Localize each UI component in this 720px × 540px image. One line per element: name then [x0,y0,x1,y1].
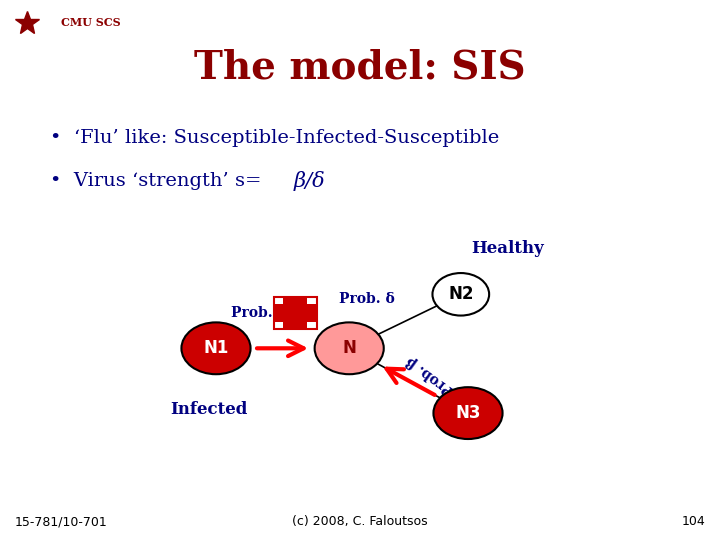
Bar [274,297,317,329]
Text: N2: N2 [448,285,474,303]
Text: •  ‘Flu’ like: Susceptible-Infected-Susceptible: • ‘Flu’ like: Susceptible-Infected-Susce… [50,129,500,147]
Circle shape [315,322,384,374]
Text: N3: N3 [455,404,481,422]
Text: Prob. β: Prob. β [231,306,287,320]
Text: N: N [342,339,356,357]
Circle shape [181,322,251,374]
Circle shape [433,273,489,315]
Text: β/δ: β/δ [294,171,325,191]
Text: •  Virus ‘strength’ s=: • Virus ‘strength’ s= [50,172,268,190]
Text: CMU SCS: CMU SCS [61,17,121,28]
Circle shape [433,387,503,439]
Text: (c) 2008, C. Faloutsos: (c) 2008, C. Faloutsos [292,515,428,528]
Text: N1: N1 [203,339,229,357]
Text: The model: SIS: The model: SIS [194,49,526,86]
Text: Prob. β: Prob. β [403,353,457,397]
Text: Infected: Infected [170,401,248,418]
Text: 15-781/10-701: 15-781/10-701 [14,515,107,528]
Text: Healthy: Healthy [471,240,544,257]
Text: 104: 104 [682,515,706,528]
Bar [274,304,315,322]
Bar [284,298,307,328]
Text: Prob. δ: Prob. δ [339,292,395,306]
